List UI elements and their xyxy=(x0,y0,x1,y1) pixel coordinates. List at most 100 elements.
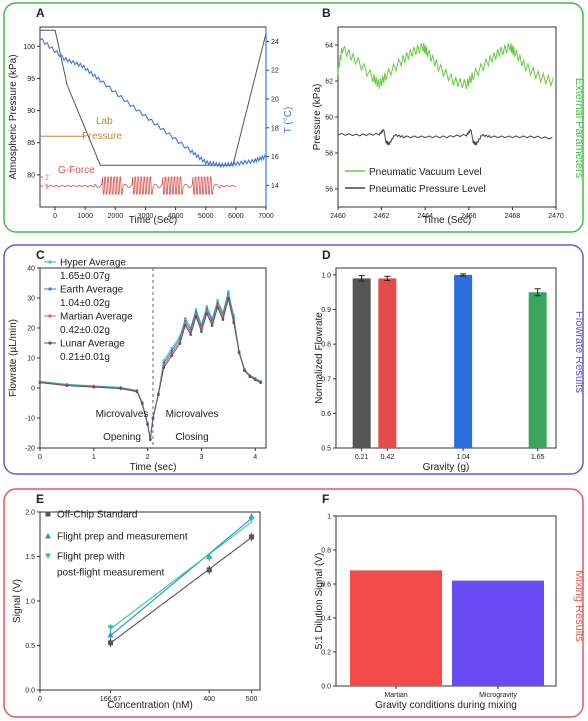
panel-b-legend-label: Pneumatic Pressure Level xyxy=(369,184,486,195)
panel-a-x-tick-label: 1000 xyxy=(77,213,93,220)
panel-f-y-label: 5:1 Dilution Signal (V) xyxy=(314,553,325,650)
panel-e-x-tick-label: 400 xyxy=(203,696,215,703)
panel-d-y-label: Normalized Flowrate xyxy=(314,312,325,404)
signal-point xyxy=(248,516,255,523)
panel-letter-e: E xyxy=(36,492,44,506)
panel-f-y-tick-label: 0.0 xyxy=(321,684,331,691)
mixing-signal-bar xyxy=(350,570,442,686)
signal-point xyxy=(108,640,114,646)
panel-letter-f: F xyxy=(322,492,329,506)
panel-b-plot-frame xyxy=(337,26,557,208)
flowrate-point xyxy=(227,290,230,293)
panel-e-x-tick-label: 166.67 xyxy=(100,696,122,703)
panel-d-x-tick-label: 1.65 xyxy=(531,454,545,461)
panel-a-y-tick-label: 80 xyxy=(27,172,35,179)
flowrate-point xyxy=(253,378,257,382)
flowrate-point xyxy=(232,321,236,324)
panel-letter-a: A xyxy=(36,6,45,20)
panel-b-x-tick-label: 2464 xyxy=(417,213,433,220)
panel-a-x-tick-label: 0 xyxy=(53,213,57,220)
panel-c-x-tick-label: 0 xyxy=(38,454,42,461)
panel-a-y-tick-label: 90 xyxy=(27,108,35,115)
panel-a-x-label: Time (Sec) xyxy=(129,215,178,226)
panel-e-y-tick-label: 0.0 xyxy=(25,688,35,695)
panel-c-legend-name: Hyper Average xyxy=(60,258,126,269)
flowrate-point xyxy=(146,423,149,427)
flowrate-point xyxy=(216,303,219,307)
panel-f-x-label: Gravity conditions during mixing xyxy=(375,700,517,711)
panel-a-y2-tick-label: 20 xyxy=(271,97,279,104)
panel-a-x-tick-label: 4000 xyxy=(168,213,184,220)
flowrate-results-frame xyxy=(3,244,584,475)
flowrate-point xyxy=(38,381,42,385)
panel-f-x-tick-label: Microgravity xyxy=(479,692,517,699)
flowrate-point xyxy=(205,307,209,311)
panel-c-legend-name: Lunar Average xyxy=(60,339,125,350)
flowrate-point xyxy=(65,384,69,388)
panel-c-y-tick-label: 0 xyxy=(31,386,35,393)
panel-a-y-tick-label: 100 xyxy=(23,44,35,51)
gforce-trace xyxy=(45,176,236,195)
panel-e-y-tick-label: 1.5 xyxy=(25,554,35,561)
panel-b-x-label: Time (Sec) xyxy=(423,215,472,226)
panel-e-legend-marker xyxy=(45,533,51,539)
panel-f-y-tick-label: 0.8 xyxy=(321,548,331,555)
panel-letter-b: B xyxy=(322,6,331,20)
panel-b-x-tick-label: 2468 xyxy=(505,213,521,220)
panel-a-x-tick-label: 3000 xyxy=(138,213,154,220)
panel-b-y-tick-label: 60 xyxy=(325,115,333,122)
panel-d-x-tick-label: 0.21 xyxy=(355,454,369,461)
panel-c-y-tick-label: -10 xyxy=(25,416,35,423)
flowrate-point xyxy=(119,387,123,391)
panel-c-x-tick-label: 1 xyxy=(92,454,96,461)
panel-e-chart: 0 166.67 400 500 0.0 0.5 1.0 1.5 2.0 Concentratio… xyxy=(12,510,261,711)
signal-point xyxy=(206,555,213,562)
vacuum-level-line xyxy=(337,43,554,90)
panel-c-legend-value: 0.21±0.01g xyxy=(60,352,110,363)
gravity-bar xyxy=(352,278,371,448)
panel-c-x-tick-label: 4 xyxy=(253,454,257,461)
flowrate-point xyxy=(205,312,209,315)
panel-e-y-tick-label: 2.0 xyxy=(25,510,35,517)
flowrate-point xyxy=(162,361,166,365)
panel-c-chart: 0 1 2 3 4 -20 -10 0 10 20 30 40 Time (sec) Flowrate (… xyxy=(8,258,267,473)
panel-c-y-label: Flowrate (µL/min) xyxy=(8,319,19,397)
panel-c-y-tick-label: 20 xyxy=(27,326,35,333)
pressure-level-line xyxy=(337,128,553,146)
panel-e-legend-marker xyxy=(45,511,51,517)
panel-a-chart: 120 1000 2000 3000 4000 5000 6000 7000808590951… xyxy=(8,26,294,226)
valve-closing-annotation: Microvalves xyxy=(166,409,219,420)
panel-e-y-label: Signal (V) xyxy=(12,579,23,623)
panel-d-y-tick-label: 0.7 xyxy=(321,376,331,383)
signal-fit-line xyxy=(110,521,252,630)
panel-e-legend-marker xyxy=(45,553,51,559)
panel-e-legend-label: post-flight measurement xyxy=(57,568,164,579)
panel-e-x-tick-label: 0 xyxy=(38,696,42,703)
flowrate-point xyxy=(92,385,96,389)
panel-f-y-tick-label: 1 xyxy=(327,514,331,521)
flowrate-point xyxy=(162,366,166,369)
flowrate-point xyxy=(183,319,187,323)
flowrate-point xyxy=(237,351,241,355)
panel-d-plot-frame xyxy=(335,267,557,449)
valve-opening-annotation: Opening xyxy=(103,432,141,443)
flowrate-results-label: Flowrate Results xyxy=(573,311,585,393)
signal-point xyxy=(107,625,114,631)
panel-c-x-tick-label: 2 xyxy=(146,454,150,461)
panel-c-y-tick-label: -20 xyxy=(25,446,35,453)
gforce-annotation: G-Force xyxy=(58,165,95,176)
panel-c-y-tick-label: 40 xyxy=(27,266,35,273)
panel-d-y-tick-label: 0.6 xyxy=(321,411,331,418)
panel-d-chart: 0.21 0.42 1.04 1.65 0.5 0.6 0.7 0.8 0.9 1.0 Gravit… xyxy=(314,267,557,473)
flowrate-point xyxy=(248,375,252,379)
panel-d-y-tick-label: 0.8 xyxy=(321,342,331,349)
panel-b-y-tick-label: 58 xyxy=(325,151,333,158)
panel-f-x-tick-label: Martian xyxy=(384,692,407,699)
panel-d-x-label: Gravity (g) xyxy=(423,462,470,473)
signal-point xyxy=(249,534,255,540)
panel-b-y-label: Pressure (kPa) xyxy=(312,84,323,151)
panel-d-x-tick-label: 0.42 xyxy=(381,454,395,461)
panel-a-y2-tick-label: 22 xyxy=(271,68,279,75)
flowrate-point xyxy=(140,402,144,406)
panel-b-x-tick-label: 2460 xyxy=(330,213,346,220)
